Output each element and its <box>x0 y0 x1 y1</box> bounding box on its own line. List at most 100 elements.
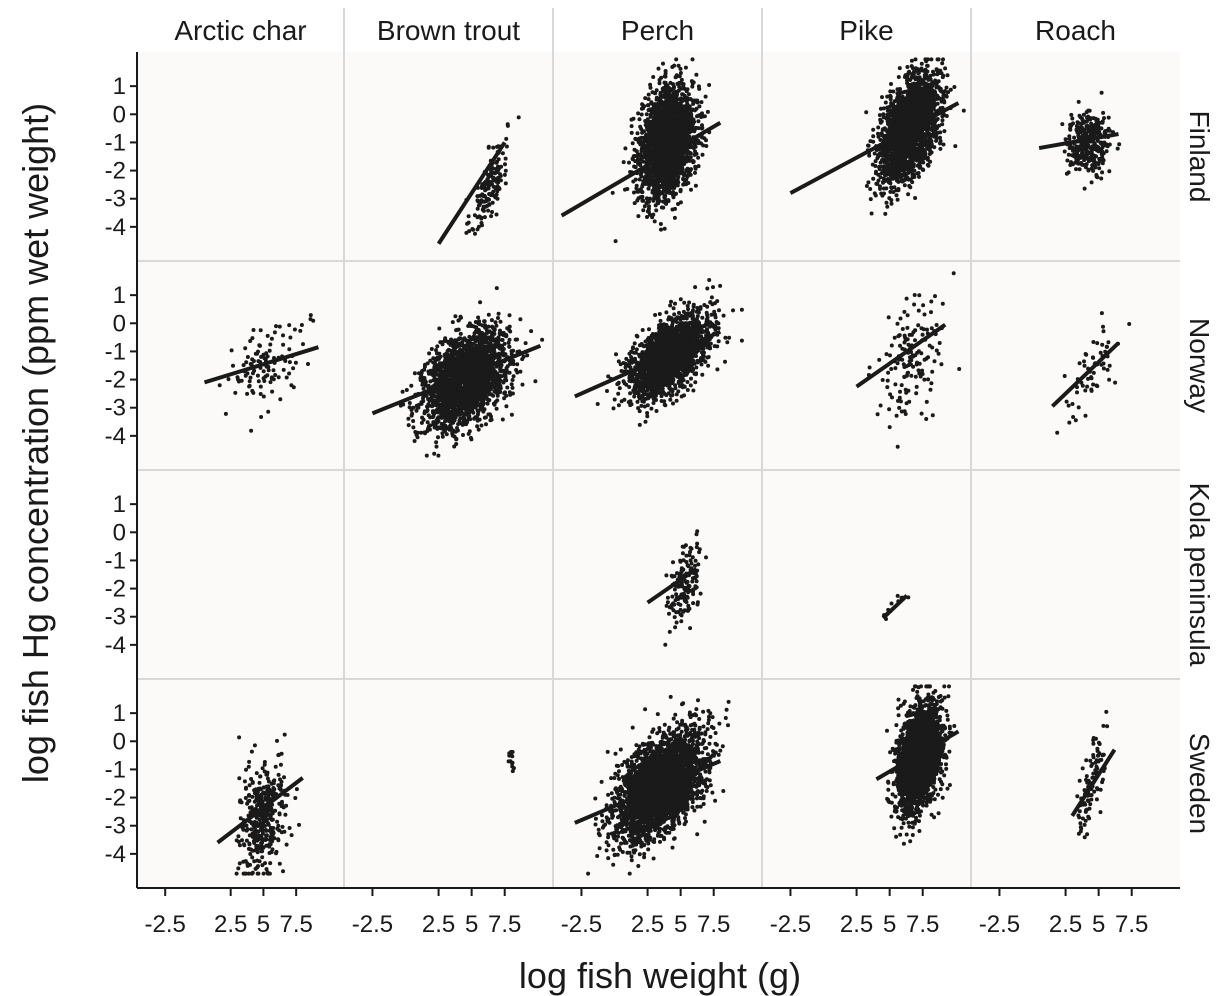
data-point <box>890 102 895 107</box>
data-point <box>902 171 907 176</box>
data-point <box>681 171 686 176</box>
data-point <box>634 186 639 191</box>
data-point <box>919 142 924 147</box>
data-point <box>690 57 695 62</box>
data-point <box>503 181 508 186</box>
data-point <box>889 82 893 86</box>
data-point <box>633 177 638 182</box>
panel-background <box>971 261 1180 470</box>
data-point <box>671 98 675 102</box>
data-point <box>868 139 873 144</box>
data-point <box>914 105 919 110</box>
data-point <box>876 125 881 130</box>
data-point <box>640 190 645 195</box>
data-point <box>647 204 651 209</box>
data-point <box>871 176 876 181</box>
data-point <box>482 215 487 220</box>
data-point <box>692 152 697 157</box>
data-point <box>864 110 869 115</box>
data-point <box>928 105 933 110</box>
data-point <box>891 89 896 94</box>
data-point <box>942 89 947 94</box>
data-point <box>662 74 667 79</box>
data-point <box>659 172 664 177</box>
data-point <box>625 187 630 191</box>
data-point <box>681 127 686 132</box>
data-point <box>908 185 913 190</box>
data-point <box>676 101 681 106</box>
data-point <box>700 123 704 128</box>
data-point <box>913 57 918 62</box>
data-point <box>905 65 910 69</box>
data-point <box>621 160 626 165</box>
data-point <box>882 191 886 196</box>
data-point <box>660 86 665 91</box>
data-point <box>490 200 495 205</box>
data-point <box>651 106 656 111</box>
data-point <box>645 173 650 178</box>
data-point <box>639 174 644 179</box>
data-point <box>646 97 651 102</box>
data-point <box>889 186 894 190</box>
data-point <box>481 194 486 198</box>
regression-line <box>436 141 507 245</box>
data-point <box>666 187 671 192</box>
data-point <box>911 162 916 167</box>
data-point <box>663 69 668 73</box>
data-point <box>464 230 469 235</box>
data-point <box>930 124 935 129</box>
data-point <box>867 153 872 158</box>
data-point <box>679 86 684 91</box>
data-point <box>657 126 662 131</box>
data-point <box>870 162 875 167</box>
data-point <box>671 190 676 194</box>
data-point <box>646 199 651 204</box>
data-point <box>658 113 663 118</box>
data-point <box>896 75 901 79</box>
data-point <box>644 133 648 138</box>
data-point <box>896 187 901 191</box>
data-point <box>640 130 645 135</box>
data-point <box>921 113 926 118</box>
data-point <box>654 138 659 143</box>
data-point <box>897 66 902 71</box>
data-point <box>503 156 508 161</box>
data-point <box>666 94 671 98</box>
data-point <box>920 160 925 164</box>
data-point <box>639 112 644 117</box>
data-point <box>892 116 897 121</box>
data-point <box>489 193 494 198</box>
data-point <box>938 146 943 151</box>
data-point <box>672 184 677 188</box>
data-point <box>653 166 658 171</box>
data-point <box>871 134 876 139</box>
data-point <box>890 123 895 128</box>
data-point <box>673 179 678 184</box>
data-point <box>688 151 693 156</box>
data-point <box>630 157 635 162</box>
data-point <box>610 190 615 195</box>
data-point <box>481 208 486 213</box>
data-point <box>678 168 683 173</box>
data-point <box>652 115 657 120</box>
data-point <box>671 137 676 142</box>
data-point <box>632 190 636 195</box>
data-point <box>656 201 661 206</box>
data-point <box>674 131 679 136</box>
data-point <box>659 205 664 210</box>
data-point <box>651 127 656 132</box>
data-point <box>889 112 894 117</box>
data-point <box>665 85 670 89</box>
data-point <box>900 167 905 171</box>
data-point <box>673 159 678 164</box>
data-point <box>646 92 651 97</box>
data-point <box>882 126 887 131</box>
data-point <box>689 112 694 117</box>
data-point <box>690 98 695 103</box>
data-point <box>881 112 886 117</box>
data-point <box>878 118 883 123</box>
data-point <box>656 103 661 108</box>
data-point <box>642 146 646 151</box>
data-point <box>881 106 886 111</box>
data-point <box>692 142 697 147</box>
